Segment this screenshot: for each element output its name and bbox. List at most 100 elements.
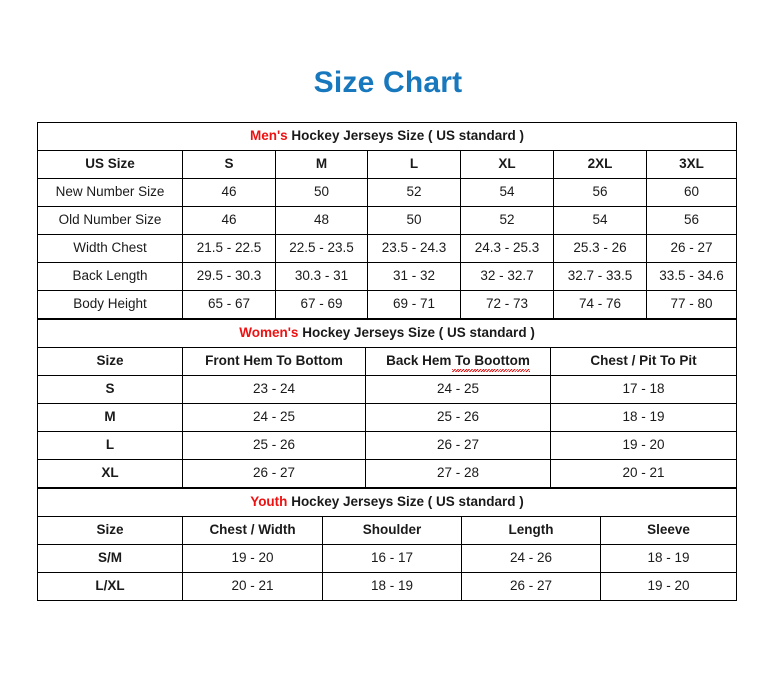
womens-header-row: Size Front Hem To Bottom Back Hem To Boo… [37,347,738,376]
mens-data-cell: 69 - 71 [367,290,461,319]
mens-data-cell: 31 - 32 [367,262,461,291]
youth-data-cell: 19 - 20 [600,572,737,601]
womens-header-cell: Front Hem To Bottom [182,347,366,376]
mens-data-cell: 21.5 - 22.5 [182,234,276,263]
youth-data-cell: 24 - 26 [461,544,601,573]
youth-data-cell: 18 - 19 [600,544,737,573]
mens-band-accent: Men's [249,128,288,144]
mens-row-label: Back Length [37,262,183,291]
table-row: L 25 - 26 26 - 27 19 - 20 [37,431,738,460]
youth-band-row: Youth Hockey Jerseys Size ( US standard … [37,488,737,517]
table-row: XL 26 - 27 27 - 28 20 - 21 [37,459,738,488]
youth-header-cell: Size [37,516,183,545]
mens-data-cell: 33.5 - 34.6 [646,262,737,291]
table-row: New Number Size 46 50 52 54 56 60 [37,178,737,207]
womens-data-cell: 26 - 27 [182,459,366,488]
mens-row-label: Body Height [37,290,183,319]
youth-section-band: Youth Hockey Jerseys Size ( US standard … [37,488,737,517]
womens-data-cell: 25 - 26 [365,403,551,432]
mens-row-label: New Number Size [37,178,183,207]
mens-data-cell: 52 [460,206,554,235]
youth-band-rest: Hockey Jerseys Size ( US standard ) [287,494,524,510]
youth-header-cell: Sleeve [600,516,737,545]
mens-header-cell: XL [460,150,554,179]
mens-row-label: Width Chest [37,234,183,263]
womens-header-typo-text: Back Hem To Boottom [386,353,530,372]
womens-section-band: Women's Hockey Jerseys Size ( US standar… [36,319,738,348]
womens-data-cell: 19 - 20 [549,431,738,460]
youth-header-cell: Length [461,516,601,545]
youth-data-cell: 26 - 27 [461,572,601,601]
mens-size-table: Men's Hockey Jerseys Size ( US standard … [37,122,737,319]
womens-size-table: Women's Hockey Jerseys Size ( US standar… [36,319,738,488]
womens-data-cell: 25 - 26 [182,431,366,460]
youth-band-accent: Youth [250,494,288,510]
page-title: Size Chart [313,66,463,99]
womens-row-label: S [37,375,183,404]
mens-data-cell: 74 - 76 [553,290,647,319]
womens-row-label: M [37,403,183,432]
mens-data-cell: 77 - 80 [646,290,737,319]
youth-data-cell: 20 - 21 [182,572,323,601]
mens-row-label: Old Number Size [37,206,183,235]
mens-data-cell: 32.7 - 33.5 [553,262,647,291]
mens-data-cell: 67 - 69 [275,290,368,319]
youth-data-cell: 19 - 20 [182,544,323,573]
table-row: L/XL 20 - 21 18 - 19 26 - 27 19 - 20 [37,572,737,601]
womens-row-label: XL [37,459,183,488]
mens-header-row: US Size S M L XL 2XL 3XL [37,150,737,179]
mens-data-cell: 60 [646,178,737,207]
womens-band-accent: Women's [239,325,299,341]
youth-data-cell: 18 - 19 [322,572,462,601]
size-chart-tables: Men's Hockey Jerseys Size ( US standard … [36,122,738,601]
mens-data-cell: 29.5 - 30.3 [182,262,276,291]
youth-header-cell: Shoulder [322,516,462,545]
womens-row-label: L [37,431,183,460]
mens-band-row: Men's Hockey Jerseys Size ( US standard … [37,122,737,151]
mens-header-cell: S [182,150,276,179]
table-row: Old Number Size 46 48 50 52 54 56 [37,206,737,235]
youth-row-label: L/XL [37,572,183,601]
youth-header-cell: Chest / Width [182,516,323,545]
mens-header-cell: L [367,150,461,179]
mens-header-cell: 3XL [646,150,737,179]
mens-data-cell: 48 [275,206,368,235]
youth-data-cell: 16 - 17 [322,544,462,573]
table-row: Body Height 65 - 67 67 - 69 69 - 71 72 -… [37,290,737,319]
mens-data-cell: 46 [182,178,276,207]
womens-header-cell: Chest / Pit To Pit [549,347,738,376]
youth-header-row: Size Chest / Width Shoulder Length Sleev… [37,516,737,545]
womens-data-cell: 27 - 28 [365,459,551,488]
mens-data-cell: 25.3 - 26 [553,234,647,263]
mens-data-cell: 56 [553,178,647,207]
mens-data-cell: 54 [553,206,647,235]
womens-header-cell: Size [37,347,183,376]
womens-band-row: Women's Hockey Jerseys Size ( US standar… [36,319,738,348]
womens-data-cell: 23 - 24 [182,375,366,404]
womens-data-cell: 24 - 25 [365,375,551,404]
womens-data-cell: 26 - 27 [365,431,551,460]
mens-data-cell: 30.3 - 31 [275,262,368,291]
mens-header-cell: 2XL [553,150,647,179]
mens-band-rest: Hockey Jerseys Size ( US standard ) [287,128,525,144]
mens-header-cell: M [275,150,368,179]
womens-data-cell: 20 - 21 [549,459,738,488]
mens-data-cell: 26 - 27 [646,234,737,263]
mens-data-cell: 46 [182,206,276,235]
mens-data-cell: 22.5 - 23.5 [275,234,368,263]
mens-section-band: Men's Hockey Jerseys Size ( US standard … [37,122,737,151]
mens-data-cell: 65 - 67 [182,290,276,319]
mens-data-cell: 24.3 - 25.3 [460,234,554,263]
mens-data-cell: 72 - 73 [460,290,554,319]
womens-data-cell: 18 - 19 [549,403,738,432]
womens-data-cell: 17 - 18 [549,375,738,404]
table-row: Width Chest 21.5 - 22.5 22.5 - 23.5 23.5… [37,234,737,263]
mens-header-cell: US Size [37,150,183,179]
womens-data-cell: 24 - 25 [182,403,366,432]
table-row: Back Length 29.5 - 30.3 30.3 - 31 31 - 3… [37,262,737,291]
mens-data-cell: 50 [367,206,461,235]
mens-data-cell: 52 [367,178,461,207]
mens-data-cell: 54 [460,178,554,207]
womens-band-rest: Hockey Jerseys Size ( US standard ) [298,325,535,341]
